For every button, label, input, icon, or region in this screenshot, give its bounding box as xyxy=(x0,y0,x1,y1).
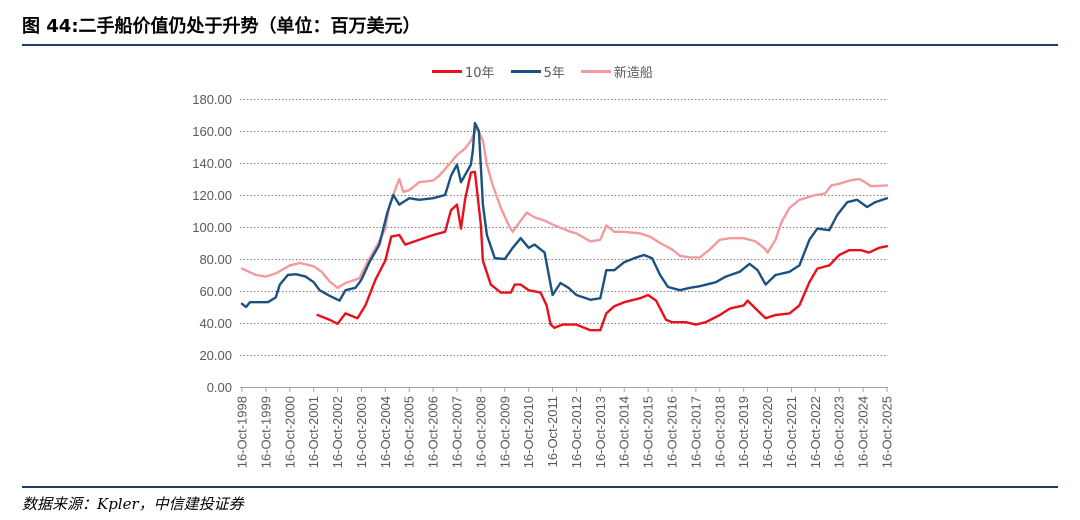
x-tick-label: 16-Oct-2019 xyxy=(736,396,751,468)
legend-label: 10年 xyxy=(465,66,495,81)
x-tick-label: 16-Oct-2015 xyxy=(641,396,656,468)
legend-item-5-year: 5年 xyxy=(510,62,565,81)
series-line-10-year xyxy=(316,170,889,332)
x-tick-label: 16-Oct-1999 xyxy=(258,396,273,468)
gridlines xyxy=(240,99,888,388)
series-line-newbuilding xyxy=(240,126,889,289)
x-tick-label: 16-Oct-2018 xyxy=(712,396,727,468)
legend-swatch xyxy=(432,70,462,73)
y-axis-tick-labels: 0.00 20.00 40.00 60.00 80.00 100.00 120.00 140.… xyxy=(192,92,232,395)
y-tick-label: 60.00 xyxy=(199,284,232,299)
x-tick-label: 16-Oct-2003 xyxy=(354,396,369,468)
y-tick-label: 120.00 xyxy=(192,188,232,203)
x-tick-label: 16-Oct-2024 xyxy=(856,396,871,468)
x-axis-tick-labels: 16-Oct-1998 16-Oct-1999 16-Oct-2000 16-Oct-… xyxy=(235,387,895,468)
y-tick-label: 0.00 xyxy=(207,380,232,395)
x-tick-label: 16-Oct-2025 xyxy=(880,396,895,468)
x-tick-label: 16-Oct-2022 xyxy=(808,396,823,468)
chart-legend: 10年 5年 新造船 xyxy=(432,62,653,81)
x-tick-label: 16-Oct-2004 xyxy=(378,396,393,468)
legend-swatch xyxy=(580,70,611,73)
footer-rule xyxy=(22,486,1058,488)
legend-label: 5年 xyxy=(543,66,565,81)
legend-item-newbuilding: 新造船 xyxy=(580,62,653,81)
series-line-5-year xyxy=(240,121,889,309)
x-tick-label: 16-Oct-2023 xyxy=(832,396,847,468)
x-tick-label: 16-Oct-2010 xyxy=(521,396,536,468)
header-rule xyxy=(22,44,1058,46)
y-tick-label: 100.00 xyxy=(192,220,232,235)
x-tick-label: 16-Oct-2007 xyxy=(450,396,465,468)
legend-item-10-year: 10年 xyxy=(432,62,495,81)
x-tick-label: 16-Oct-2005 xyxy=(402,396,417,468)
y-tick-label: 180.00 xyxy=(192,92,232,107)
x-tick-label: 16-Oct-2012 xyxy=(569,396,584,468)
series-lines xyxy=(240,121,889,332)
x-tick-label: 16-Oct-2013 xyxy=(593,396,608,468)
x-tick-label: 16-Oct-2021 xyxy=(784,396,799,468)
source-note: 数据来源：Kpler，中信建投证券 xyxy=(22,495,244,513)
y-tick-label: 20.00 xyxy=(199,348,232,363)
x-tick-label: 16-Oct-2017 xyxy=(688,396,703,468)
y-tick-label: 40.00 xyxy=(199,316,232,331)
x-tick-label: 16-Oct-2009 xyxy=(497,396,512,468)
x-tick-label: 16-Oct-2002 xyxy=(330,396,345,468)
legend-swatch xyxy=(510,70,541,73)
x-tick-label: 16-Oct-2006 xyxy=(426,396,441,468)
x-tick-label: 16-Oct-2008 xyxy=(473,396,488,468)
legend-label: 新造船 xyxy=(613,66,653,81)
y-tick-label: 80.00 xyxy=(199,252,232,267)
x-tick-label: 16-Oct-2016 xyxy=(665,396,680,468)
x-tick-label: 16-Oct-1998 xyxy=(235,396,250,468)
figure-title: 图 44:二手船价值仍处于升势（单位：百万美元） xyxy=(22,16,421,37)
x-tick-label: 16-Oct-2014 xyxy=(617,396,632,468)
x-tick-label: 16-Oct-2001 xyxy=(306,396,321,468)
x-tick-label: 16-Oct-2020 xyxy=(760,396,775,468)
y-tick-label: 160.00 xyxy=(192,124,232,139)
x-tick-label: 16-Oct-2011 xyxy=(545,396,560,467)
x-tick-label: 16-Oct-2000 xyxy=(282,396,297,468)
y-tick-label: 140.00 xyxy=(192,156,232,171)
